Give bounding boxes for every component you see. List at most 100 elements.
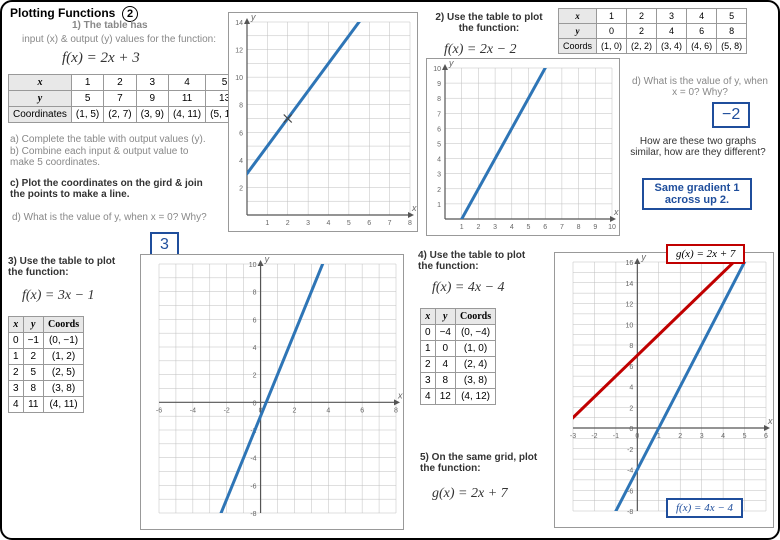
svg-text:6: 6 xyxy=(543,224,547,231)
svg-text:1: 1 xyxy=(460,224,464,231)
svg-text:8: 8 xyxy=(629,343,633,350)
q3-heading: 3) Use the table to plot the function: xyxy=(8,256,128,278)
svg-text:4: 4 xyxy=(239,158,243,165)
svg-text:6: 6 xyxy=(629,364,633,371)
svg-text:4: 4 xyxy=(629,385,633,392)
svg-text:2: 2 xyxy=(678,433,682,440)
q4-heading: 4) Use the table to plot the function: xyxy=(418,250,538,272)
svg-text:7: 7 xyxy=(437,111,441,118)
svg-text:5: 5 xyxy=(437,142,441,149)
svg-text:8: 8 xyxy=(437,96,441,103)
svg-text:16: 16 xyxy=(626,260,634,267)
svg-text:2: 2 xyxy=(437,187,441,194)
q4-blue-label: f(x) = 4x − 4 xyxy=(666,498,743,518)
svg-text:10: 10 xyxy=(433,66,441,73)
graph-q1: 123456782468101214xy xyxy=(228,12,418,232)
svg-text:-6: -6 xyxy=(156,407,162,414)
svg-text:8: 8 xyxy=(408,220,412,227)
svg-text:2: 2 xyxy=(239,185,243,192)
svg-text:-4: -4 xyxy=(250,456,256,463)
q1-table: x12345 y5791113 Coordinates(1, 5)(2, 7)(… xyxy=(8,74,244,123)
svg-text:-2: -2 xyxy=(627,447,633,454)
svg-text:4: 4 xyxy=(326,407,330,414)
svg-text:-4: -4 xyxy=(627,468,633,475)
q2-fn: f(x) = 2x − 2 xyxy=(444,42,517,58)
q5-fn: g(x) = 2x + 7 xyxy=(432,486,508,502)
svg-text:8: 8 xyxy=(239,103,243,110)
svg-text:y: y xyxy=(448,59,454,68)
svg-text:2: 2 xyxy=(292,407,296,414)
svg-text:y: y xyxy=(250,13,256,22)
svg-text:6: 6 xyxy=(367,220,371,227)
svg-text:6: 6 xyxy=(437,126,441,133)
svg-text:4: 4 xyxy=(327,220,331,227)
svg-text:10: 10 xyxy=(235,75,243,82)
svg-text:2: 2 xyxy=(629,405,633,412)
svg-text:2: 2 xyxy=(476,224,480,231)
svg-text:3: 3 xyxy=(306,220,310,227)
svg-text:14: 14 xyxy=(626,281,634,288)
svg-text:10: 10 xyxy=(608,224,616,231)
svg-text:-2: -2 xyxy=(591,433,597,440)
q2-answer: −2 xyxy=(712,102,750,128)
svg-text:x: x xyxy=(397,390,403,400)
svg-text:-6: -6 xyxy=(250,483,256,490)
svg-text:-1: -1 xyxy=(613,433,619,440)
svg-text:6: 6 xyxy=(764,433,768,440)
q2-compare-ans: Same gradient 1 across up 2. xyxy=(642,178,752,210)
svg-text:3: 3 xyxy=(493,224,497,231)
q1-heading: 1) The table has xyxy=(72,20,148,31)
q2-table: x12345 y02468 Coords(1, 0)(2, 2)(3, 4)(4… xyxy=(558,8,747,54)
svg-text:8: 8 xyxy=(253,290,257,297)
svg-text:-8: -8 xyxy=(250,511,256,518)
q1-c: c) Plot the coordinates on the gird & jo… xyxy=(10,178,210,200)
svg-text:14: 14 xyxy=(235,20,243,27)
svg-text:10: 10 xyxy=(626,322,634,329)
svg-text:5: 5 xyxy=(347,220,351,227)
q1-fn: f(x) = 2x + 3 xyxy=(62,50,140,67)
svg-text:-4: -4 xyxy=(190,407,196,414)
svg-text:y: y xyxy=(264,255,270,264)
svg-text:5: 5 xyxy=(743,433,747,440)
q3-table: xyCoords 0−1(0, −1) 12(1, 2) 25(2, 5) 38… xyxy=(8,316,84,413)
graph-q4: -3-2-10123456-8-6-4-20246810121416xy xyxy=(554,252,774,528)
q4-red-label: g(x) = 2x + 7 xyxy=(666,244,745,264)
svg-text:9: 9 xyxy=(593,224,597,231)
q4-fn: f(x) = 4x − 4 xyxy=(432,280,505,296)
svg-text:1: 1 xyxy=(437,202,441,209)
svg-text:0: 0 xyxy=(629,426,633,433)
svg-text:-8: -8 xyxy=(627,509,633,516)
svg-text:4: 4 xyxy=(721,433,725,440)
svg-text:6: 6 xyxy=(360,407,364,414)
svg-text:-2: -2 xyxy=(224,407,230,414)
svg-text:x: x xyxy=(613,207,619,217)
svg-text:4: 4 xyxy=(510,224,514,231)
svg-text:4: 4 xyxy=(253,345,257,352)
graph-q3: -6-4-202468-8-6-4-20246810xy xyxy=(140,254,404,530)
svg-text:0: 0 xyxy=(635,433,639,440)
svg-text:9: 9 xyxy=(437,81,441,88)
svg-text:8: 8 xyxy=(394,407,398,414)
q2-d: d) What is the value of y, when x = 0? W… xyxy=(630,76,770,98)
svg-text:1: 1 xyxy=(657,433,661,440)
svg-text:4: 4 xyxy=(437,157,441,164)
q1-b: b) Combine each input & output value to … xyxy=(10,146,210,168)
q1-a: a) Complete the table with output values… xyxy=(10,134,206,145)
q4-table: xyCoords 0−4(0, −4) 10(1, 0) 24(2, 4) 38… xyxy=(420,308,496,405)
svg-text:1: 1 xyxy=(265,220,269,227)
svg-text:6: 6 xyxy=(239,130,243,137)
q1-d: d) What is the value of y, when x = 0? W… xyxy=(12,212,207,223)
svg-text:7: 7 xyxy=(388,220,392,227)
svg-text:6: 6 xyxy=(253,317,257,324)
svg-text:7: 7 xyxy=(560,224,564,231)
svg-text:8: 8 xyxy=(577,224,581,231)
q3-fn: f(x) = 3x − 1 xyxy=(22,288,95,304)
q1-sub: input (x) & output (y) values for the fu… xyxy=(22,34,216,45)
q5-heading: 5) On the same grid, plot the function: xyxy=(420,452,540,474)
svg-text:0: 0 xyxy=(253,400,257,407)
q2-compare: How are these two graphs similar, how ar… xyxy=(628,136,768,158)
svg-text:5: 5 xyxy=(527,224,531,231)
graph-q2: 1234567891012345678910xy xyxy=(426,58,620,236)
svg-text:12: 12 xyxy=(626,302,634,309)
svg-text:2: 2 xyxy=(253,373,257,380)
